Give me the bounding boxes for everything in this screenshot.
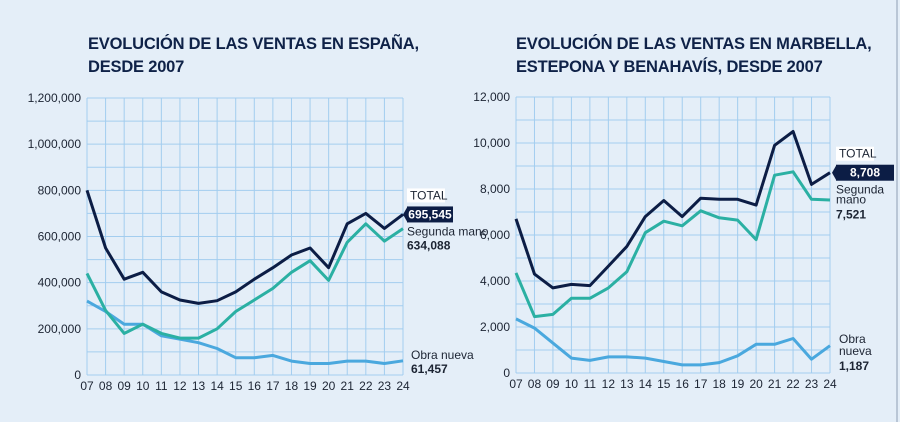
x-tick-label: 14 — [210, 379, 224, 393]
x-tick-label: 16 — [248, 379, 262, 393]
y-tick-label: 800,000 — [38, 183, 82, 197]
total-pointer — [832, 165, 836, 180]
total-value-badge — [407, 206, 453, 223]
x-tick-label: 12 — [602, 377, 616, 391]
x-tick-label: 11 — [584, 377, 597, 391]
x-tick-label: 12 — [173, 379, 187, 393]
title-line: ESTEPONA Y BENAHAVÍS, DESDE 2007 — [516, 58, 823, 76]
x-tick-label: 18 — [285, 379, 299, 393]
y-tick-label: 1,000,000 — [28, 137, 82, 151]
total-value: 8,708 — [850, 166, 880, 180]
y-tick-label: 400,000 — [38, 276, 82, 290]
series-label-obra: Obra — [839, 332, 866, 346]
y-tick-label: 600,000 — [38, 230, 82, 244]
total-label-bg — [407, 188, 445, 203]
chart-0: 0 200,000 400,000 600,000 800,000 1,000,000 1,… — [28, 91, 489, 393]
x-tick-label: 15 — [657, 377, 671, 391]
x-tick-label: 22 — [786, 377, 800, 391]
series-label-segunda: Segunda mano — [407, 224, 489, 238]
series-line-segunda — [85, 222, 404, 340]
series-label-total: TOTAL — [839, 147, 877, 161]
title-line: EVOLUCIÓN DE LAS VENTAS EN ESPAÑA, — [88, 35, 419, 53]
chart-title-spain: EVOLUCIÓN DE LAS VENTAS EN ESPAÑA, DESDE… — [88, 33, 419, 79]
y-tick-label: 0 — [503, 366, 510, 380]
series-label-total: TOTAL — [410, 188, 448, 202]
y-tick-label: 10,000 — [473, 136, 510, 150]
title-line: EVOLUCIÓN DE LAS VENTAS EN MARBELLA, — [516, 35, 872, 53]
series-line-total — [85, 189, 404, 305]
y-tick-label: 6,000 — [480, 228, 510, 242]
x-tick-label: 13 — [620, 377, 634, 391]
x-tick-label: 19 — [731, 377, 745, 391]
x-tick-label: 13 — [192, 379, 206, 393]
y-tick-label: 4,000 — [480, 274, 510, 288]
chart-title-marbella: EVOLUCIÓN DE LAS VENTAS EN MARBELLA, EST… — [516, 33, 872, 79]
total-value: 695,545 — [408, 207, 452, 221]
x-tick-label: 23 — [378, 379, 392, 393]
series-label-segunda: Segunda — [836, 183, 884, 197]
x-tick-label: 14 — [639, 377, 653, 391]
series-line-total — [514, 130, 831, 290]
x-tick-label: 17 — [266, 379, 280, 393]
x-tick-label: 18 — [712, 377, 726, 391]
y-tick-label: 0 — [74, 368, 81, 382]
x-tick-label: 07 — [80, 379, 94, 393]
x-tick-label: 09 — [117, 379, 131, 393]
series-line-obra — [86, 299, 404, 365]
title-line: DESDE 2007 — [88, 58, 185, 76]
right-border — [896, 0, 898, 422]
x-tick-label: 24 — [823, 377, 837, 391]
y-tick-label: 2,000 — [480, 320, 510, 334]
x-tick-label: 21 — [341, 379, 355, 393]
y-tick-label: 12,000 — [473, 90, 510, 104]
x-tick-label: 15 — [229, 379, 243, 393]
series-value-segunda: 634,088 — [407, 238, 451, 252]
y-tick-label: 8,000 — [480, 182, 510, 196]
series-value-obra: 61,457 — [411, 362, 448, 376]
series-label-obra: Obra nueva — [411, 348, 474, 362]
x-tick-label: 20 — [322, 379, 336, 393]
series-line-obra — [515, 317, 831, 367]
x-tick-label: 11 — [155, 379, 168, 393]
x-tick-label: 09 — [546, 377, 560, 391]
series-line-segunda — [514, 170, 831, 319]
x-tick-label: 08 — [99, 379, 113, 393]
x-tick-label: 10 — [565, 377, 579, 391]
x-tick-label: 08 — [528, 377, 542, 391]
x-tick-label: 23 — [805, 377, 819, 391]
chart-1: 0 2,000 4,000 6,000 8,000 10,000 12,000 07 08 09 1… — [473, 90, 894, 391]
x-tick-label: 22 — [359, 379, 373, 393]
series-label-obra: nueva — [839, 344, 872, 358]
x-tick-label: 21 — [768, 377, 782, 391]
y-tick-label: 200,000 — [38, 322, 82, 336]
x-tick-label: 07 — [509, 377, 523, 391]
total-value-badge — [836, 164, 894, 181]
x-tick-label: 17 — [694, 377, 708, 391]
total-label-bg — [836, 146, 874, 161]
x-tick-label: 20 — [749, 377, 763, 391]
series-label-segunda: mano — [836, 193, 866, 207]
total-pointer — [403, 207, 407, 222]
series-value-obra: 1,187 — [839, 359, 869, 373]
series-value-segunda: 7,521 — [836, 208, 866, 222]
x-tick-label: 19 — [303, 379, 317, 393]
y-tick-label: 1,200,000 — [28, 91, 82, 105]
x-tick-label: 16 — [676, 377, 690, 391]
x-tick-label: 10 — [136, 379, 150, 393]
x-tick-label: 24 — [396, 379, 410, 393]
